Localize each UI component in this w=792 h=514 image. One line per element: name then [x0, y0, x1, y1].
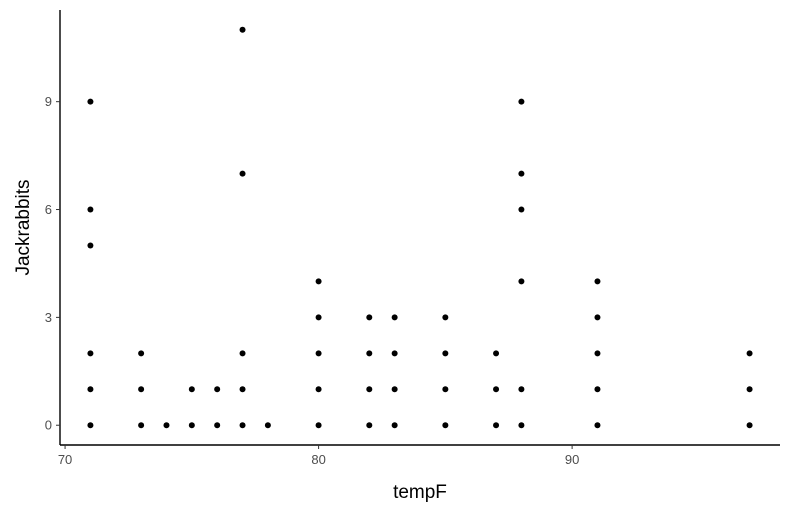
data-point [214, 422, 221, 429]
data-point [163, 422, 170, 429]
data-point [315, 386, 322, 393]
data-point [518, 98, 525, 105]
data-point [518, 170, 525, 177]
data-point [594, 314, 601, 321]
y-tick-label: 0 [45, 418, 52, 433]
data-point [518, 278, 525, 285]
data-point [239, 422, 246, 429]
data-point [315, 278, 322, 285]
data-point [366, 386, 373, 393]
y-tick-label: 6 [45, 202, 52, 217]
x-tick-label: 80 [311, 452, 325, 467]
points-layer [87, 26, 753, 429]
y-tick-label: 3 [45, 310, 52, 325]
x-tick-label: 70 [58, 452, 72, 467]
data-point [315, 350, 322, 357]
y-tick-label: 9 [45, 94, 52, 109]
data-point [188, 422, 195, 429]
data-point [518, 422, 525, 429]
data-point [493, 422, 500, 429]
data-point [138, 350, 145, 357]
data-point [87, 206, 94, 213]
x-axis-ticks: 70 80 90 [58, 445, 579, 467]
y-axis-ticks: 0 3 6 9 [45, 94, 60, 433]
x-axis-title: tempF [393, 482, 447, 503]
data-point [442, 422, 449, 429]
data-point [315, 314, 322, 321]
data-point [138, 422, 145, 429]
data-point [87, 242, 94, 249]
data-point [87, 98, 94, 105]
data-point [518, 386, 525, 393]
data-point [239, 26, 246, 33]
data-point [746, 386, 753, 393]
data-point [746, 350, 753, 357]
data-point [239, 386, 246, 393]
data-point [87, 386, 94, 393]
data-point [138, 386, 145, 393]
data-point [214, 386, 221, 393]
data-point [594, 278, 601, 285]
data-point [391, 422, 398, 429]
data-point [87, 350, 94, 357]
data-point [442, 314, 449, 321]
data-point [442, 386, 449, 393]
data-point [315, 422, 322, 429]
data-point [594, 350, 601, 357]
data-point [442, 350, 449, 357]
x-tick-label: 90 [565, 452, 579, 467]
data-point [366, 314, 373, 321]
data-point [594, 386, 601, 393]
data-point [366, 422, 373, 429]
y-axis-title: Jackrabbits [13, 179, 34, 275]
data-point [366, 350, 373, 357]
data-point [746, 422, 753, 429]
data-point [391, 314, 398, 321]
data-point [87, 422, 94, 429]
data-point [239, 350, 246, 357]
data-point [391, 350, 398, 357]
data-point [391, 386, 398, 393]
data-point [188, 386, 195, 393]
data-point [493, 386, 500, 393]
data-point [594, 422, 601, 429]
data-point [493, 350, 500, 357]
data-point [518, 206, 525, 213]
data-point [264, 422, 271, 429]
data-point [239, 170, 246, 177]
